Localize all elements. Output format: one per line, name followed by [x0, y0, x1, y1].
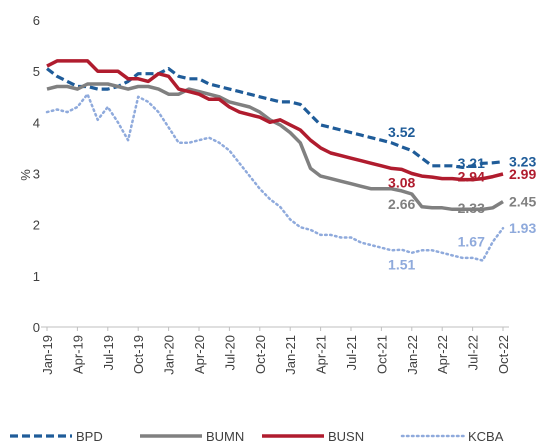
- x-tick-label: Apr-21: [314, 335, 329, 374]
- data-label: 3.08: [388, 174, 415, 190]
- y-tick-label: 1: [33, 269, 40, 284]
- series-line: [46, 59, 504, 182]
- x-tick-label: Apr-19: [70, 335, 85, 374]
- x-tick-label: Oct-19: [131, 335, 146, 374]
- data-label: 1.67: [458, 234, 485, 250]
- y-tick-label: 2: [33, 218, 40, 233]
- data-label: 3.23: [509, 154, 536, 170]
- data-label: 2.99: [509, 166, 536, 182]
- data-label: 1.51: [388, 257, 415, 273]
- data-label: 1.93: [509, 220, 536, 236]
- data-label: 3.21: [458, 155, 485, 171]
- legend-label: BUSN: [328, 429, 364, 444]
- legend-label: BPD: [76, 429, 103, 444]
- series-line: [46, 82, 504, 212]
- y-tick-label: 3: [33, 167, 40, 182]
- y-tick-label: 6: [33, 13, 40, 28]
- series-line: [46, 67, 504, 169]
- y-axis-label: %: [18, 169, 33, 181]
- x-tick-label: Jan-19: [40, 335, 55, 375]
- x-tick-label: Jan-22: [405, 335, 420, 375]
- x-tick-label: Oct-20: [253, 335, 268, 374]
- x-tick-label: Jul-20: [222, 335, 237, 370]
- x-tick-label: Oct-22: [496, 335, 511, 374]
- x-tick-label: Jul-22: [466, 335, 481, 370]
- y-tick-label: 0: [33, 320, 40, 335]
- x-tick-label: Oct-21: [374, 335, 389, 374]
- legend-label: BUMN: [206, 429, 244, 444]
- x-tick-label: Jul-21: [344, 335, 359, 370]
- y-tick-label: 5: [33, 64, 40, 79]
- legend-label: KCBA: [468, 429, 504, 444]
- series-line: [45, 92, 505, 262]
- data-label: 2.45: [509, 194, 536, 210]
- y-tick-label: 4: [33, 115, 40, 130]
- x-tick-label: Jan-21: [283, 335, 298, 375]
- x-tick-label: Jul-19: [101, 335, 116, 370]
- data-label: 3.52: [388, 124, 415, 140]
- data-label: 2.94: [458, 169, 485, 185]
- x-tick-label: Apr-20: [192, 335, 207, 374]
- data-label: 2.33: [458, 200, 485, 216]
- x-tick-label: Apr-22: [435, 335, 450, 374]
- x-tick-label: Jan-20: [162, 335, 177, 375]
- data-label: 2.66: [388, 196, 415, 212]
